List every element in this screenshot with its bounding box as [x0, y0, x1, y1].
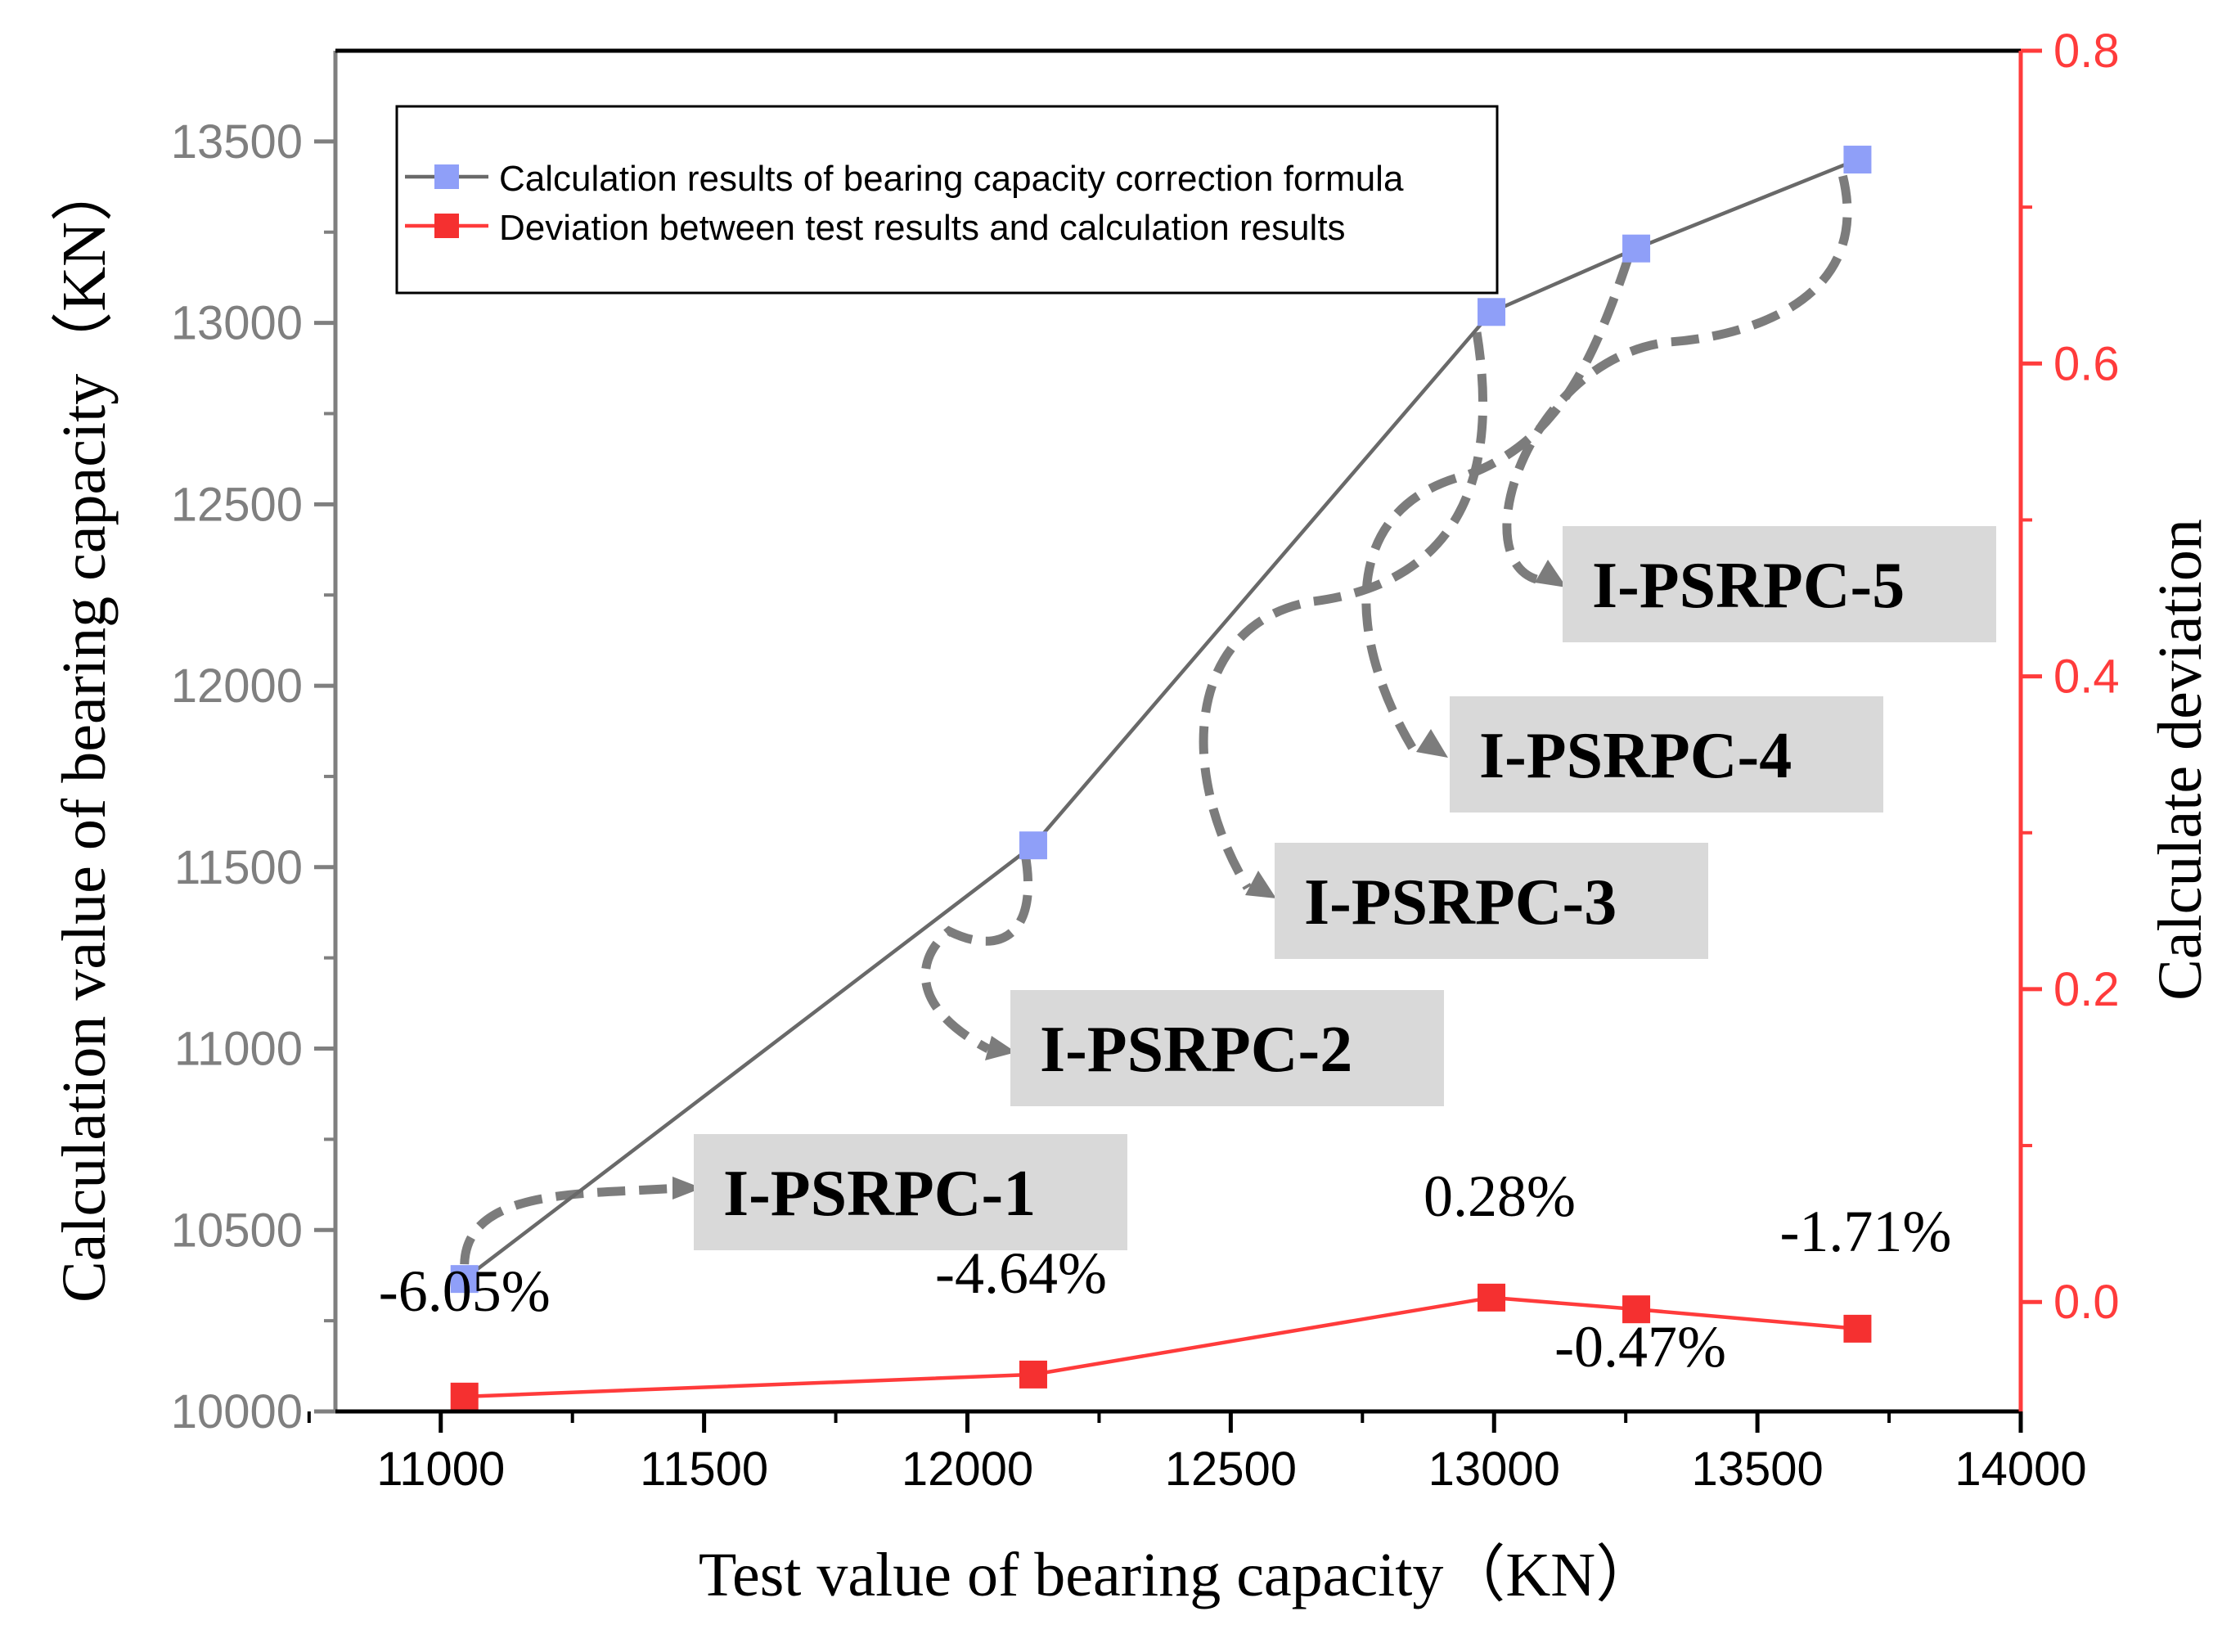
legend-label-2: Deviation between test results and calcu…	[499, 208, 1346, 248]
arrow-dashed-curve-5	[1502, 174, 1852, 584]
deviation-point-3	[1478, 1283, 1506, 1312]
calc-point-4	[1622, 234, 1651, 263]
deviation-point-5	[1843, 1314, 1872, 1343]
y-right-tick-label-5: 0.8	[2053, 25, 2120, 78]
deviation-label-4: -0.47%	[1554, 1314, 1726, 1380]
legend: Calculation results of bearing capacity …	[395, 105, 1499, 295]
deviation-label-1: -6.05%	[379, 1258, 551, 1324]
arrow-dashed-curve-3	[1199, 331, 1487, 890]
arrowhead-3	[1245, 871, 1276, 898]
y-left-tick-label-6: 12500	[171, 478, 303, 531]
specimen-label-5: I-PSRPC-5	[1592, 550, 1905, 622]
x-tick-label-6: 13500	[1691, 1443, 1823, 1496]
y-left-tick-label-3: 11000	[174, 1023, 303, 1076]
arrowhead-5	[1535, 560, 1567, 587]
x-tick-label-7: 14000	[1954, 1443, 2086, 1496]
y-right-tick-label-3: 0.4	[2053, 650, 2120, 704]
x-tick-label-1: 11000	[376, 1443, 505, 1496]
y-right-tick-label-2: 0.2	[2053, 963, 2120, 1016]
legend-label-1: Calculation results of bearing capacity …	[499, 159, 1404, 199]
legend-marker-1	[434, 164, 459, 189]
calc-point-3	[1478, 298, 1506, 326]
y-left-tick-label-2: 10500	[171, 1204, 303, 1257]
arrowhead-4	[1416, 729, 1448, 758]
x-tick-label-4: 12500	[1165, 1443, 1297, 1496]
specimen-label-4: I-PSRPC-4	[1479, 720, 1792, 792]
specimen-label-box-3	[1275, 843, 1708, 959]
arrow-dashed-curve-2	[920, 853, 1033, 1053]
specimen-label-box-1	[694, 1134, 1127, 1250]
arrowhead-2	[985, 1036, 1016, 1060]
arrow-dashed-curve-1	[460, 1183, 678, 1265]
specimen-label-box-4	[1450, 696, 1883, 812]
calc-point-2	[1019, 831, 1047, 860]
y-left-tick-label-5: 12000	[171, 659, 303, 713]
deviation-point-4	[1622, 1295, 1651, 1324]
specimen-labels: I-PSRPC-1I-PSRPC-2 I-PSRPC-3 I-PSRPC-4 I-PS…	[694, 526, 1996, 1250]
arrow-dashed-curve-4	[1361, 256, 1633, 755]
y-left-tick-label-1: 10000	[171, 1385, 303, 1438]
specimen-label-1: I-PSRPC-1	[723, 1158, 1036, 1230]
y-right-axis-title: Calculate deviation	[2146, 519, 2215, 1001]
deviation-point-2	[1019, 1360, 1047, 1389]
x-tick-label-2: 11500	[640, 1443, 768, 1496]
calc-point-5	[1843, 146, 1872, 174]
legend-box	[395, 105, 1499, 295]
arrow-annotations	[460, 174, 1852, 1265]
y-left-tick-label-7: 13000	[171, 297, 303, 350]
axes: 11000 11500 12000 12500 13000 13500 14000 10000…	[50, 25, 2215, 1609]
arrowhead-1	[672, 1177, 702, 1200]
x-axis-title: Test value of bearing capacity（KN）	[699, 1541, 1658, 1609]
deviation-label-5: -1.71%	[1779, 1199, 1951, 1264]
calc-point-1	[450, 1265, 479, 1294]
y-left-tick-label-8: 13500	[171, 115, 303, 169]
legend-marker-2	[434, 214, 459, 238]
y-right-tick-label-4: 0.6	[2053, 337, 2120, 390]
specimen-label-2: I-PSRPC-2	[1040, 1014, 1352, 1086]
x-tick-label-3: 12000	[902, 1443, 1033, 1496]
x-tick-label-5: 13000	[1428, 1443, 1560, 1496]
plot-area: -6.05% -4.64% 0.28% -0.47% -1.71%	[379, 146, 1951, 1411]
deviation-point-1	[450, 1382, 479, 1411]
deviation-label-3: 0.28%	[1424, 1164, 1576, 1229]
specimen-label-box-2	[1010, 990, 1444, 1106]
deviation-label-2: -4.64%	[935, 1240, 1107, 1306]
specimen-label-box-5	[1563, 526, 1996, 642]
y-left-tick-label-4: 11500	[174, 841, 303, 894]
specimen-label-3: I-PSRPC-3	[1304, 867, 1617, 939]
y-right-tick-label-1: 0.0	[2053, 1276, 2120, 1329]
y-left-axis-title: Calculation value of bearing capacity（KN…	[50, 160, 119, 1303]
